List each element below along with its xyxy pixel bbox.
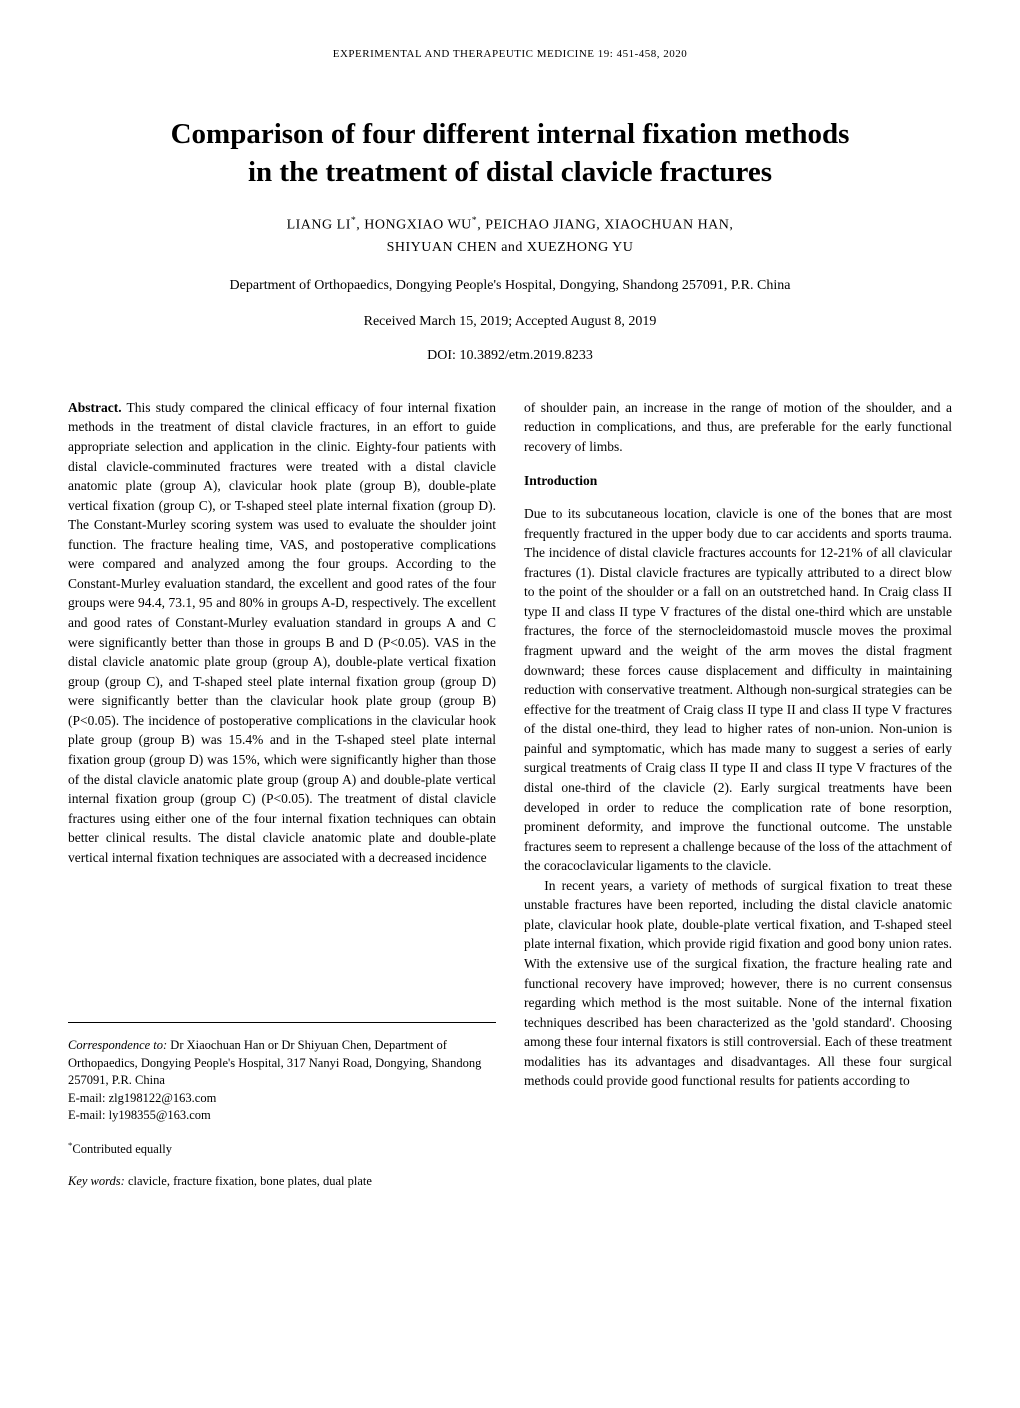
abstract-label: Abstract. bbox=[68, 400, 122, 415]
correspondence-block: Correspondence to: Dr Xiaochuan Han or D… bbox=[68, 1022, 496, 1190]
author-sep-2: , PEICHAO JIANG, XIAOCHUAN HAN, bbox=[477, 218, 733, 233]
introduction-heading: Introduction bbox=[524, 471, 952, 491]
body-columns: Abstract. This study compared the clinic… bbox=[68, 398, 952, 1190]
keywords-paragraph: Key words: clavicle, fracture fixation, … bbox=[68, 1172, 496, 1190]
abstract-continuation: of shoulder pain, an increase in the ran… bbox=[524, 398, 952, 457]
authors-block: LIANG LI*, HONGXIAO WU*, PEICHAO JIANG, … bbox=[68, 213, 952, 259]
author-sep-1: , HONGXIAO WU bbox=[356, 218, 472, 233]
article-title: Comparison of four different internal fi… bbox=[68, 116, 952, 191]
correspondence-label: Correspondence to: bbox=[68, 1038, 167, 1052]
correspondence-paragraph: Correspondence to: Dr Xiaochuan Han or D… bbox=[68, 1037, 496, 1125]
abstract-paragraph: Abstract. This study compared the clinic… bbox=[68, 398, 496, 868]
email-1: E-mail: zlg198122@163.com bbox=[68, 1091, 216, 1105]
keywords-text: clavicle, fracture fixation, bone plates… bbox=[125, 1174, 372, 1188]
introduction-paragraph-1: Due to its subcutaneous location, clavic… bbox=[524, 504, 952, 876]
running-header: EXPERIMENTAL AND THERAPEUTIC MEDICINE 19… bbox=[68, 48, 952, 60]
title-line-2: in the treatment of distal clavicle frac… bbox=[248, 156, 772, 188]
affiliation: Department of Orthopaedics, Dongying Peo… bbox=[68, 278, 952, 294]
introduction-paragraph-2: In recent years, a variety of methods of… bbox=[524, 876, 952, 1091]
abstract-text: This study compared the clinical efficac… bbox=[68, 400, 496, 865]
divider-line bbox=[68, 1022, 496, 1023]
author-1: LIANG LI bbox=[287, 218, 351, 233]
authors-line-2: SHIYUAN CHEN and XUEZHONG YU bbox=[387, 240, 634, 255]
contributed-equally: *Contributed equally bbox=[68, 1139, 496, 1158]
email-2: E-mail: ly198355@163.com bbox=[68, 1108, 211, 1122]
title-line-1: Comparison of four different internal fi… bbox=[171, 118, 850, 150]
keywords-label: Key words: bbox=[68, 1174, 125, 1188]
doi: DOI: 10.3892/etm.2019.8233 bbox=[68, 348, 952, 364]
contributed-text: Contributed equally bbox=[72, 1142, 172, 1156]
received-accepted-dates: Received March 15, 2019; Accepted August… bbox=[68, 314, 952, 330]
